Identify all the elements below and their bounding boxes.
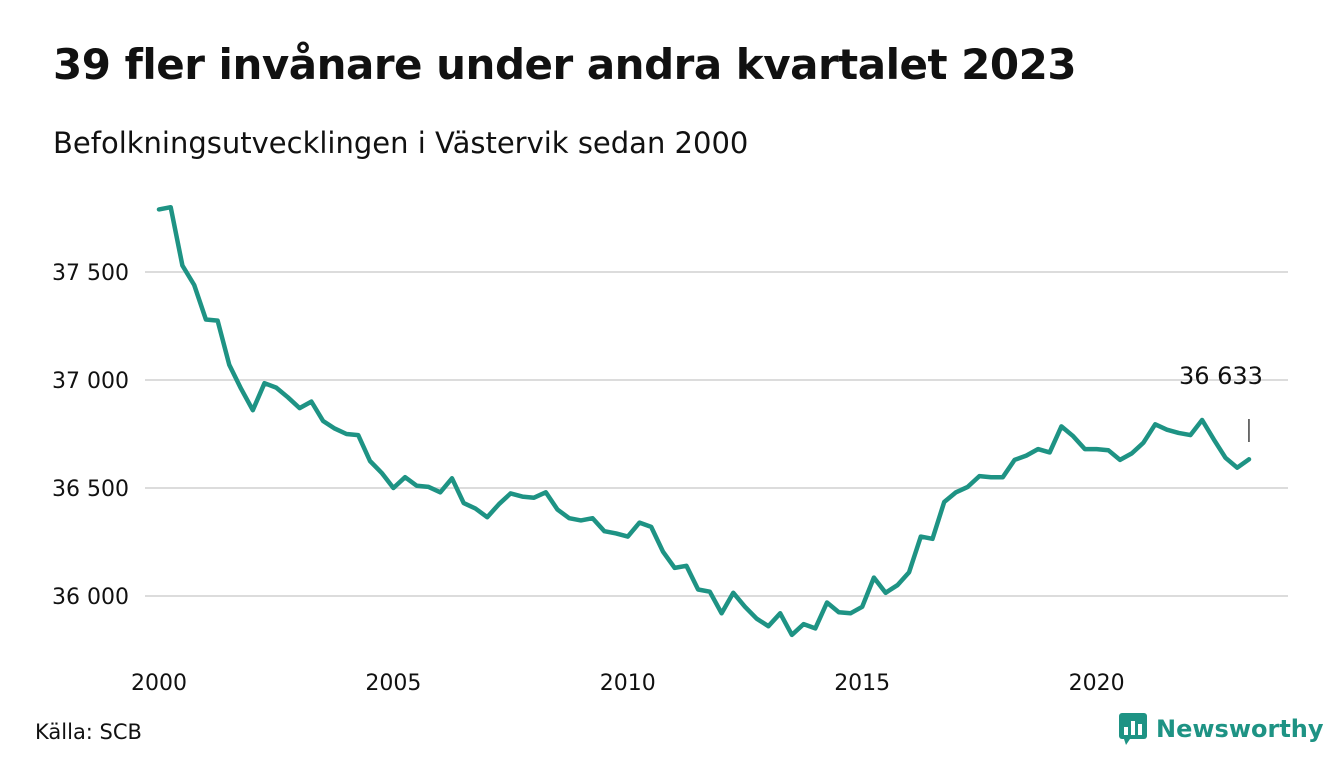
line-chart: 36 000 36 500 37 000 37 500 2000 2005 2010 201…	[52, 204, 1288, 696]
y-tick-label: 37 000	[52, 369, 129, 394]
chart-subtitle: Befolkningsutvecklingen i Västervik seda…	[53, 126, 749, 160]
y-tick-label: 36 500	[52, 477, 129, 502]
data-points	[158, 207, 1250, 636]
x-tick-label: 2020	[1069, 671, 1125, 696]
chart-title: 39 fler invånare under andra kvartalet 2…	[53, 40, 1077, 89]
annotation-label: 36 633	[1179, 362, 1263, 390]
y-tick-label: 36 000	[52, 585, 129, 610]
x-tick-label: 2010	[600, 671, 656, 696]
series-line-population	[156, 204, 1252, 638]
brand-name: Newsworthy	[1156, 715, 1324, 743]
chart-logo-icon	[1119, 713, 1147, 745]
y-tick-label: 37 500	[52, 261, 129, 286]
brand-logo: Newsworthy	[1118, 712, 1324, 746]
grid-lines	[145, 271, 1288, 597]
y-axis-labels: 36 000 36 500 37 000 37 500	[52, 261, 129, 610]
x-tick-label: 2005	[365, 671, 421, 696]
source-note: Källa: SCB	[35, 720, 142, 744]
x-tick-label: 2000	[131, 671, 187, 696]
x-axis-labels: 2000 2005 2010 2015 2020	[131, 671, 1125, 696]
x-tick-label: 2015	[834, 671, 890, 696]
